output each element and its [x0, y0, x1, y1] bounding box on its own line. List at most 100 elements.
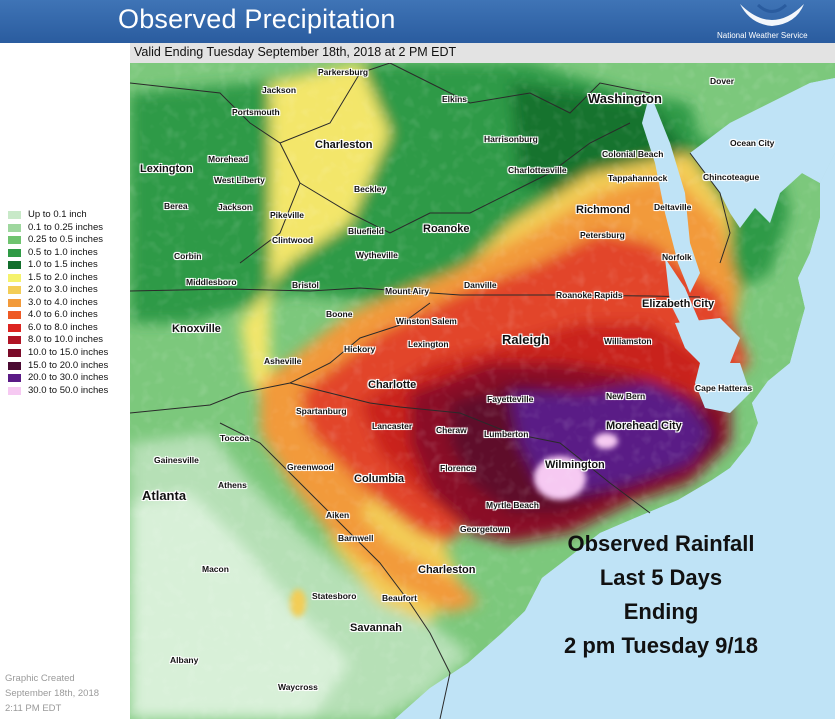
legend-item: 6.0 to 8.0 inches: [8, 322, 128, 335]
caption-line: Ending: [623, 599, 699, 624]
city-label: Florence: [440, 463, 476, 473]
legend-label: 0.1 to 0.25 inches: [28, 221, 103, 233]
header-bar: Observed Precipitation National Weather …: [0, 0, 835, 43]
city-label: Spartanburg: [296, 406, 347, 416]
legend-label: 6.0 to 8.0 inches: [28, 321, 98, 333]
city-label: Asheville: [264, 356, 302, 366]
legend-label: 30.0 to 50.0 inches: [28, 384, 109, 396]
legend-item: 0.1 to 0.25 inches: [8, 222, 128, 235]
city-label: Beckley: [354, 184, 387, 194]
city-label: Deltaville: [654, 202, 692, 212]
legend-item: 0.25 to 0.5 inches: [8, 234, 128, 247]
city-label: Lumberton: [484, 429, 529, 439]
city-label: Elkins: [442, 94, 468, 104]
precipitation-map[interactable]: Parkersburg Jackson Portsmouth Elkins Wa…: [130, 63, 835, 719]
city-label: Harrisonburg: [484, 134, 538, 144]
city-label: Corbin: [174, 251, 202, 261]
legend-label: Up to 0.1 inch: [28, 209, 87, 220]
city-label: Petersburg: [580, 230, 625, 240]
city-label: Wilmington: [545, 459, 605, 471]
city-label: Boone: [326, 309, 353, 319]
legend-swatch: [8, 323, 21, 332]
city-label: Cheraw: [436, 425, 467, 435]
legend-swatch: [8, 361, 21, 370]
valid-time-bar: Valid Ending Tuesday September 18th, 201…: [130, 43, 835, 64]
legend-item: 1.5 to 2.0 inches: [8, 272, 128, 285]
legend-item: 8.0 to 10.0 inches: [8, 334, 128, 347]
city-label: Macon: [202, 564, 229, 574]
legend-label: 20.0 to 30.0 inches: [28, 372, 109, 384]
city-label: Berea: [164, 201, 188, 211]
city-label: Morehead: [208, 154, 249, 164]
city-label: Tappahannock: [608, 173, 668, 183]
city-label: Columbia: [354, 473, 405, 485]
legend: Up to 0.1 inch 0.1 to 0.25 inches 0.25 to …: [8, 209, 128, 397]
city-label: Beaufort: [382, 593, 417, 603]
legend-label: 4.0 to 6.0 inches: [28, 309, 98, 321]
city-label: Pikeville: [270, 210, 305, 220]
legend-item: 30.0 to 50.0 inches: [8, 385, 128, 398]
legend-swatch: [8, 386, 21, 395]
legend-swatch: [8, 261, 21, 270]
city-label: Charlottesville: [508, 165, 567, 175]
legend-swatch: [8, 273, 21, 282]
city-label: Washington: [588, 91, 662, 106]
city-label: Clintwood: [272, 235, 314, 245]
credit-line: Graphic Created: [5, 673, 75, 684]
agency-label: National Weather Service: [717, 31, 808, 40]
city-label: Hickory: [344, 344, 376, 354]
city-label: Richmond: [576, 204, 630, 216]
city-label: Raleigh: [502, 332, 549, 347]
nws-logo-icon: [740, 3, 804, 26]
graphic-credit: Graphic Created September 18th, 2018 2:1…: [5, 671, 99, 716]
city-label: Atlanta: [142, 488, 187, 503]
city-label: Gainesville: [154, 455, 199, 465]
city-label: Danville: [464, 280, 497, 290]
legend-swatch: [8, 374, 21, 383]
legend-swatch: [8, 286, 21, 295]
legend-swatch: [8, 236, 21, 245]
city-label: Athens: [218, 480, 247, 490]
city-label: Lancaster: [372, 421, 413, 431]
city-label: Jackson: [262, 85, 297, 95]
legend-item: 15.0 to 20.0 inches: [8, 360, 128, 373]
legend-label: 10.0 to 15.0 inches: [28, 347, 109, 359]
city-label: Morehead City: [606, 420, 682, 432]
city-label: Waycross: [278, 682, 318, 692]
city-label: Lexington: [140, 163, 193, 175]
city-label: Portsmouth: [232, 107, 280, 117]
city-label: Bristol: [292, 280, 319, 290]
caption-line: Observed Rainfall: [567, 531, 755, 556]
caption-line: 2 pm Tuesday 9/18: [563, 633, 758, 658]
legend-item: 10.0 to 15.0 inches: [8, 347, 128, 360]
legend-swatch: [8, 336, 21, 345]
state-boundaries: [130, 63, 731, 719]
city-label: Roanoke: [423, 223, 470, 235]
city-label: New Bern: [606, 391, 646, 401]
legend-swatch: [8, 248, 21, 257]
legend-swatch: [8, 349, 21, 358]
city-label: Winston Salem: [396, 316, 457, 326]
city-label: West Liberty: [214, 175, 265, 185]
city-label: Bluefield: [348, 226, 384, 236]
city-label: Aiken: [326, 510, 350, 520]
city-label: Albany: [170, 655, 199, 665]
legend-swatch: [8, 311, 21, 320]
city-label: Colonial Beach: [602, 149, 664, 159]
city-label: Wytheville: [356, 250, 398, 260]
city-label: Lexington: [408, 339, 449, 349]
city-label: Cape Hatteras: [695, 383, 753, 393]
legend-swatch: [8, 298, 21, 307]
legend-item: 3.0 to 4.0 inches: [8, 297, 128, 310]
map-canvas: [130, 63, 835, 719]
legend-item: 4.0 to 6.0 inches: [8, 309, 128, 322]
legend-item: 1.0 to 1.5 inches: [8, 259, 128, 272]
page-title: Observed Precipitation: [118, 4, 396, 34]
city-label: Elizabeth City: [642, 298, 715, 310]
legend-label: 15.0 to 20.0 inches: [28, 359, 109, 371]
city-label: Fayetteville: [487, 394, 534, 404]
city-label: Roanoke Rapids: [556, 290, 623, 300]
legend-label: 1.0 to 1.5 inches: [28, 259, 98, 271]
legend-label: 0.5 to 1.0 inches: [28, 246, 98, 258]
legend-label: 2.0 to 3.0 inches: [28, 284, 98, 296]
